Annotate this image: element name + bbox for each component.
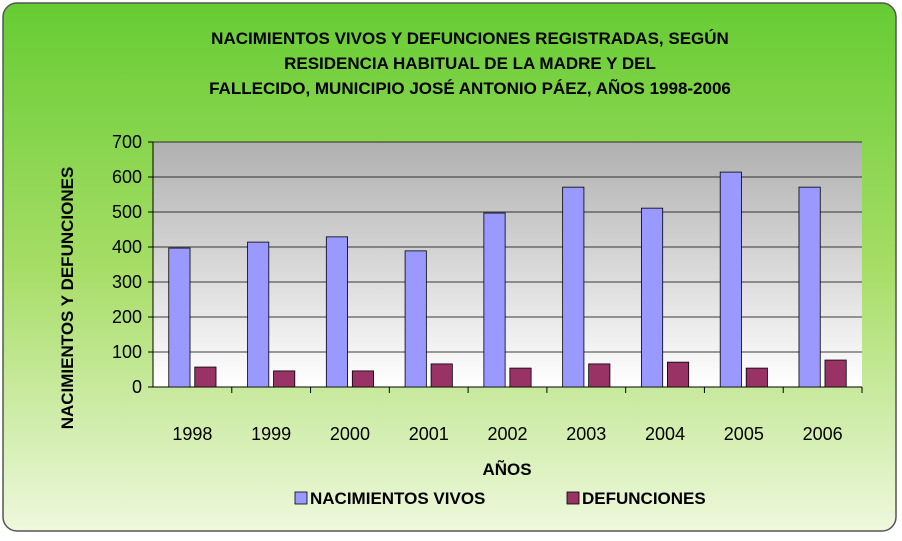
bar [194,366,217,388]
bar [325,236,348,388]
legend-label: NACIMIENTOS VIVOS [310,489,485,508]
x-tick-label: 2005 [724,424,764,444]
x-tick-label: 1998 [172,424,212,444]
bar [273,370,296,388]
y-tick-label: 700 [112,132,142,152]
bar [719,171,742,388]
x-tick-label: 2000 [330,424,370,444]
y-tick-label: 600 [112,167,142,187]
chart-title: NACIMIENTOS VIVOS Y DEFUNCIONES REGISTRA… [211,29,729,48]
legend-swatch [566,491,580,505]
bar [351,370,374,388]
x-tick-label: 1999 [251,424,291,444]
bar [798,186,821,388]
y-tick-label: 300 [112,272,142,292]
bar [824,359,847,388]
bar [588,363,611,388]
chart-title: RESIDENCIA HABITUAL DE LA MADRE Y DEL [284,54,656,73]
y-tick-label: 500 [112,202,142,222]
bar [667,361,690,388]
y-tick-label: 0 [132,377,142,397]
bar [247,241,270,388]
bar [509,367,532,388]
y-tick-label: 200 [112,307,142,327]
bar [404,250,427,388]
legend-swatch [294,491,308,505]
x-tick-label: 2003 [566,424,606,444]
x-tick-label: 2006 [803,424,843,444]
x-tick-label: 2004 [645,424,685,444]
x-tick-label: 2002 [487,424,527,444]
bar [483,212,506,388]
x-axis-label: AÑOS [482,459,531,479]
bar [430,363,453,388]
bar [562,186,585,388]
plot-area [153,142,862,387]
bar [745,367,768,388]
chart-title: FALLECIDO, MUNICIPIO JOSÉ ANTONIO PÁEZ, … [209,78,731,98]
y-tick-label: 100 [112,342,142,362]
x-tick-label: 2001 [409,424,449,444]
y-axis-label: NACIMIENTOS Y DEFUNCIONES [58,167,77,430]
bar [641,207,664,388]
y-tick-label: 400 [112,237,142,257]
legend-label: DEFUNCIONES [582,489,706,508]
bar [168,247,191,388]
